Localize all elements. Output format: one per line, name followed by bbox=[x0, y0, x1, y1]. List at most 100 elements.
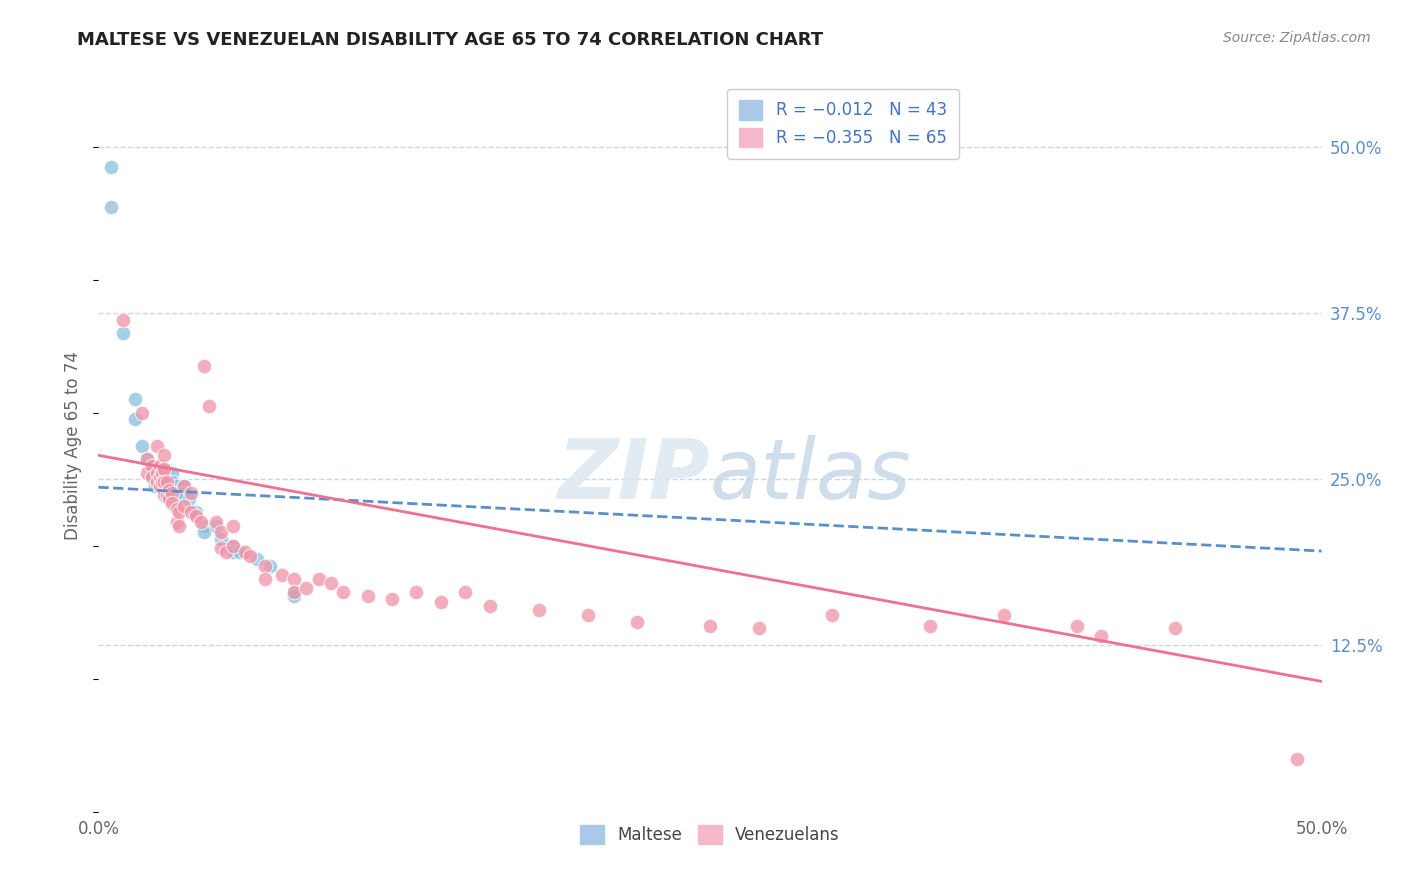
Point bbox=[157, 483, 180, 497]
Text: ZIP: ZIP bbox=[557, 434, 710, 516]
Point bbox=[381, 591, 404, 606]
Point bbox=[283, 585, 305, 599]
Legend: Maltese, Venezuelans: Maltese, Venezuelans bbox=[574, 818, 846, 851]
Point bbox=[193, 359, 215, 374]
Point bbox=[156, 472, 179, 486]
Point bbox=[205, 518, 228, 533]
Point bbox=[821, 607, 844, 622]
Point bbox=[150, 475, 173, 489]
Point bbox=[153, 483, 176, 497]
Point bbox=[167, 506, 190, 520]
Point bbox=[308, 572, 330, 586]
Point bbox=[748, 621, 770, 635]
Text: MALTESE VS VENEZUELAN DISABILITY AGE 65 TO 74 CORRELATION CHART: MALTESE VS VENEZUELAN DISABILITY AGE 65 … bbox=[77, 31, 824, 49]
Point bbox=[100, 160, 122, 174]
Point bbox=[153, 461, 176, 475]
Point bbox=[173, 499, 195, 513]
Point bbox=[167, 485, 190, 500]
Point bbox=[136, 452, 159, 467]
Point bbox=[131, 439, 153, 453]
Point bbox=[157, 492, 180, 507]
Point bbox=[146, 475, 169, 489]
Point bbox=[356, 589, 378, 603]
Point bbox=[253, 572, 276, 586]
Point bbox=[1286, 751, 1309, 765]
Point bbox=[222, 518, 245, 533]
Point bbox=[920, 618, 942, 632]
Point bbox=[197, 399, 219, 413]
Point bbox=[160, 485, 183, 500]
Point bbox=[283, 585, 305, 599]
Point bbox=[993, 607, 1015, 622]
Point bbox=[141, 458, 163, 473]
Point bbox=[270, 568, 294, 582]
Point bbox=[111, 312, 134, 326]
Point bbox=[239, 549, 262, 564]
Text: Source: ZipAtlas.com: Source: ZipAtlas.com bbox=[1223, 31, 1371, 45]
Point bbox=[153, 448, 176, 462]
Point bbox=[166, 515, 188, 529]
Point bbox=[173, 479, 195, 493]
Point bbox=[146, 466, 169, 480]
Point bbox=[156, 488, 179, 502]
Point bbox=[180, 485, 202, 500]
Point bbox=[141, 466, 163, 480]
Point bbox=[146, 439, 169, 453]
Point bbox=[626, 615, 648, 629]
Point bbox=[136, 466, 159, 480]
Point bbox=[1090, 629, 1112, 643]
Point bbox=[193, 525, 215, 540]
Point bbox=[478, 599, 501, 613]
Point bbox=[222, 539, 245, 553]
Point bbox=[190, 515, 212, 529]
Point bbox=[209, 541, 232, 556]
Point bbox=[283, 572, 305, 586]
Point bbox=[163, 483, 186, 497]
Point bbox=[186, 509, 208, 524]
Point bbox=[166, 479, 188, 493]
Point bbox=[166, 501, 188, 516]
Point bbox=[136, 452, 159, 467]
Point bbox=[229, 545, 252, 559]
Point bbox=[153, 475, 176, 489]
Point bbox=[163, 488, 186, 502]
Point bbox=[214, 545, 236, 559]
Point bbox=[141, 469, 163, 483]
Point bbox=[111, 326, 134, 340]
Point bbox=[222, 539, 245, 553]
Point bbox=[177, 492, 200, 507]
Point bbox=[149, 458, 172, 473]
Point bbox=[160, 466, 183, 480]
Point bbox=[430, 594, 453, 608]
Point bbox=[205, 515, 228, 529]
Point bbox=[167, 492, 190, 507]
Point bbox=[319, 576, 342, 591]
Point bbox=[100, 200, 122, 214]
Point bbox=[405, 585, 427, 599]
Point bbox=[173, 485, 195, 500]
Point bbox=[209, 532, 232, 546]
Point bbox=[332, 585, 354, 599]
Point bbox=[283, 589, 305, 603]
Point bbox=[1066, 618, 1088, 632]
Point bbox=[124, 412, 146, 426]
Point bbox=[156, 463, 179, 477]
Point bbox=[233, 545, 256, 559]
Point bbox=[131, 406, 153, 420]
Point bbox=[150, 466, 173, 480]
Point bbox=[149, 475, 172, 489]
Point bbox=[1164, 621, 1187, 635]
Point bbox=[246, 552, 269, 566]
Point bbox=[576, 607, 599, 622]
Point bbox=[143, 479, 166, 493]
Point bbox=[454, 585, 477, 599]
Point bbox=[193, 518, 215, 533]
Y-axis label: Disability Age 65 to 74: Disability Age 65 to 74 bbox=[65, 351, 83, 541]
Point bbox=[143, 472, 166, 486]
Point bbox=[124, 392, 146, 407]
Point bbox=[253, 558, 276, 573]
Point bbox=[173, 479, 195, 493]
Text: atlas: atlas bbox=[710, 434, 911, 516]
Point bbox=[157, 483, 180, 497]
Point bbox=[149, 469, 172, 483]
